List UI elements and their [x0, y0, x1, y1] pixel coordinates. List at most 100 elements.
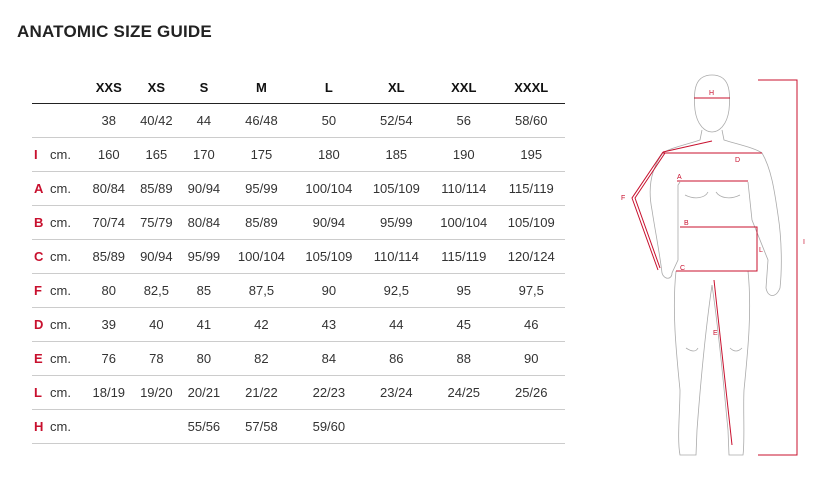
table-cell: 95/99: [227, 171, 296, 206]
unit-label: cm.: [49, 307, 85, 342]
table-cell: [85, 409, 133, 444]
table-cell: 87,5: [227, 273, 296, 308]
label-I: I: [803, 239, 805, 246]
table-cell: 80/84: [180, 205, 228, 240]
table-row: 38 40/42 44 46/48 50 52/54 56 58/60: [32, 103, 565, 138]
table-cell: 110/114: [430, 171, 498, 206]
table-cell: 95/99: [362, 205, 431, 240]
table-cell: [497, 409, 565, 444]
table-cell: 85/89: [227, 205, 296, 240]
unit-label: cm.: [49, 239, 85, 274]
label-L: L: [759, 247, 763, 254]
size-header-xxxl: XXXL: [497, 72, 565, 104]
size-header-m: M: [227, 72, 296, 104]
table-cell: 175: [227, 137, 296, 172]
table-cell: 115/119: [497, 171, 565, 206]
table-cell: 80: [180, 341, 228, 376]
size-header-l: L: [295, 72, 363, 104]
hip-bracket: [745, 226, 758, 272]
arm-line: [631, 151, 664, 271]
table-cell: 85/89: [85, 239, 133, 274]
table-cell: 39: [85, 307, 133, 342]
measure-key: H: [32, 409, 49, 444]
unit-label: cm.: [49, 375, 85, 410]
body-measurement-figure: H I D F A B C L E: [621, 74, 805, 456]
table-cell: 75/79: [132, 205, 181, 240]
size-header-xs: XS: [132, 72, 181, 104]
measure-key: L: [32, 375, 49, 410]
table-cell: 76: [85, 341, 133, 376]
measurement-lines: [631, 79, 798, 456]
table-cell: 78: [132, 341, 181, 376]
inseam-line: [713, 279, 733, 446]
table-cell: [362, 409, 431, 444]
table-cell: 25/26: [497, 375, 565, 410]
table-cell: 95: [430, 273, 498, 308]
table-cell: 19/20: [132, 375, 181, 410]
unit-label: cm.: [49, 341, 85, 376]
page-title: ANATOMIC SIZE GUIDE: [17, 22, 212, 41]
label-D: D: [735, 157, 740, 164]
table-cell: 90/94: [295, 205, 363, 240]
table-cell: 41: [180, 307, 228, 342]
table-cell: 40: [132, 307, 181, 342]
table-cell: 58/60: [497, 103, 565, 138]
table-cell: 105/109: [295, 239, 363, 274]
table-cell: 21/22: [227, 375, 296, 410]
unit-label: cm.: [49, 171, 85, 206]
table-cell: 90/94: [180, 171, 228, 206]
measure-key: I: [32, 137, 49, 172]
table-cell: 50: [295, 103, 363, 138]
table-cell: 55/56: [180, 409, 228, 444]
label-A: A: [677, 174, 682, 181]
table-cell: 84: [295, 341, 363, 376]
table-cell: 105/109: [362, 171, 431, 206]
size-header-row: XXS XS S M L XL XXL XXXL: [32, 72, 565, 104]
measure-key: C: [32, 239, 49, 274]
table-cell: 23/24: [362, 375, 431, 410]
table-cell: 38: [85, 103, 133, 138]
table-cell: [132, 409, 181, 444]
table-cell: 85/89: [132, 171, 181, 206]
table-cell: 105/109: [497, 205, 565, 240]
table-cell: 100/104: [430, 205, 498, 240]
unit-label: cm.: [49, 273, 85, 308]
table-cell: 85: [180, 273, 228, 308]
height-bracket: [758, 79, 798, 456]
table-cell: 90: [295, 273, 363, 308]
table-cell: 160: [85, 137, 133, 172]
table-cell: 80/84: [85, 171, 133, 206]
unit-label: cm.: [49, 205, 85, 240]
measure-key: A: [32, 171, 49, 206]
table-cell: 80: [85, 273, 133, 308]
measure-key: E: [32, 341, 49, 376]
label-B: B: [684, 220, 689, 227]
table-cell: 18/19: [85, 375, 133, 410]
table-cell: 46: [497, 307, 565, 342]
size-header-xxl: XXL: [430, 72, 498, 104]
table-cell: 44: [362, 307, 431, 342]
table-cell: 42: [227, 307, 296, 342]
table-cell: 82: [227, 341, 296, 376]
label-E: E: [713, 330, 718, 337]
table-cell: 57/58: [227, 409, 296, 444]
table-cell: 185: [362, 137, 431, 172]
table-cell: 90: [497, 341, 565, 376]
label-C: C: [680, 265, 685, 272]
table-cell: 195: [497, 137, 565, 172]
table-cell: 100/104: [295, 171, 363, 206]
table-cell: 40/42: [132, 103, 181, 138]
size-header-xxs: XXS: [85, 72, 133, 104]
size-table: XXS XS S M L XL XXL XXXL 38 40/42 44 46/48 50 52/54 5…: [32, 72, 565, 444]
table-cell: 170: [180, 137, 228, 172]
size-header-xl: XL: [362, 72, 431, 104]
table-cell: 59/60: [295, 409, 363, 444]
table-cell: 20/21: [180, 375, 228, 410]
table-cell: 24/25: [430, 375, 498, 410]
